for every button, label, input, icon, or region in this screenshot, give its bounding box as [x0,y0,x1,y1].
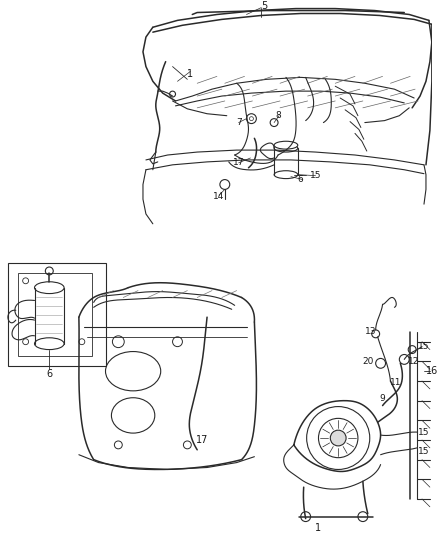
Bar [8,263,106,366]
Text: 12: 12 [409,357,420,366]
Ellipse shape [35,282,64,294]
Text: 15: 15 [310,171,321,180]
Text: 11: 11 [390,378,401,387]
Circle shape [330,430,346,446]
Text: 9: 9 [380,394,385,403]
Text: 17: 17 [233,158,244,167]
Text: 13: 13 [365,327,377,336]
Text: 17: 17 [196,435,208,445]
Ellipse shape [274,141,298,149]
Bar [18,273,92,357]
Text: 15: 15 [418,447,430,456]
Text: 14: 14 [213,192,225,201]
Text: 6: 6 [298,175,304,184]
Text: 6: 6 [46,369,53,379]
Ellipse shape [35,338,64,350]
Text: 1: 1 [187,69,193,79]
Text: 15: 15 [418,342,430,351]
Text: 16: 16 [426,366,438,376]
Text: 7: 7 [236,118,241,127]
Text: 1: 1 [315,523,321,533]
Text: 20: 20 [362,357,374,366]
Text: 5: 5 [261,1,267,11]
Text: 8: 8 [275,111,281,120]
Text: 15: 15 [418,427,430,437]
Ellipse shape [274,171,298,179]
